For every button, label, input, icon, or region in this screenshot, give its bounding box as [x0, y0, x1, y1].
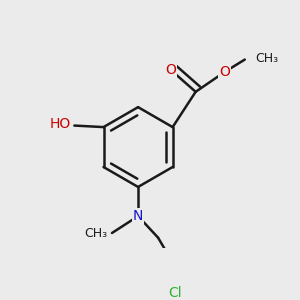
Text: O: O	[165, 63, 176, 77]
Text: CH₃: CH₃	[256, 52, 279, 64]
Text: Cl: Cl	[168, 286, 182, 300]
Text: O: O	[219, 65, 230, 79]
Text: N: N	[133, 209, 143, 223]
Text: HO: HO	[50, 117, 71, 131]
Text: CH₃: CH₃	[84, 226, 107, 239]
